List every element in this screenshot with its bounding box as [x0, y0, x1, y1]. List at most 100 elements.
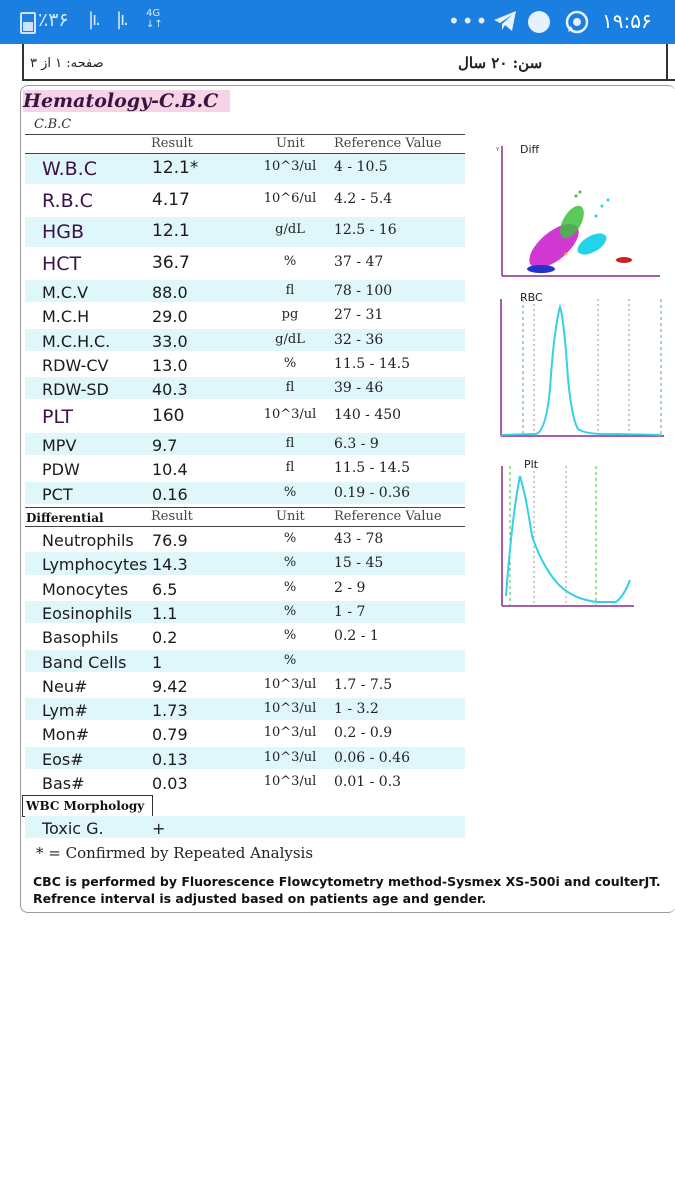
reference-range: 2 - 9	[334, 579, 366, 596]
test-name: PCT	[42, 484, 73, 504]
table-row: Lym# 1.73 10^3/ul 1 - 3.2	[25, 698, 465, 721]
svg-text:ᵧ: ᵧ	[496, 143, 500, 153]
test-result: 88.0	[152, 283, 188, 302]
column-header-unit: Unit	[276, 509, 305, 524]
reference-range: 1.7 - 7.5	[334, 676, 393, 693]
test-result: 14.3	[152, 555, 188, 575]
header-strip	[22, 44, 675, 81]
reference-range: 12.5 - 16	[334, 222, 397, 238]
table-row: HCT 36.7% 37 - 47	[25, 249, 465, 279]
report-subtitle: C.B.C	[34, 117, 72, 132]
plt-graph-label: Plt	[524, 458, 539, 471]
reference-range: 37 - 47	[334, 253, 384, 270]
test-name: W.B.C	[42, 158, 97, 180]
reference-range: 0.2 - 1	[334, 628, 379, 645]
signal-icon: |ı.	[88, 9, 101, 30]
test-unit: %	[283, 628, 297, 644]
table-row: M.C.H.C. 33.0 g/dL 32 - 36	[25, 328, 465, 351]
footnote: * = Confirmed by Repeated Analysis	[36, 844, 314, 862]
test-result: 0.03	[152, 774, 188, 793]
test-result: 6.5	[152, 579, 178, 599]
test-result: 9.42	[152, 676, 188, 696]
test-unit: %	[283, 253, 297, 269]
test-name: Eos#	[42, 749, 84, 769]
plt-histogram: Plt	[498, 456, 636, 612]
reference-range: 4 - 10.5	[334, 159, 388, 175]
reference-range: 32 - 36	[334, 331, 384, 348]
battery-icon	[20, 12, 36, 34]
test-result: 10.4	[152, 460, 188, 480]
test-name: Neutrophils	[42, 531, 134, 550]
test-unit: 10^3/ul	[263, 676, 317, 692]
test-unit: fl	[285, 436, 295, 451]
test-name: PLT	[42, 405, 74, 428]
test-result: 160	[152, 405, 185, 426]
page-number: صفحه: ۱ از ۳	[30, 56, 104, 71]
test-result: 12.1	[152, 221, 190, 241]
test-name: HGB	[42, 221, 85, 243]
more-notifications-icon: •••	[448, 9, 490, 33]
test-name: Monocytes	[42, 579, 129, 599]
test-result: 40.3	[152, 380, 188, 400]
test-unit: fl	[285, 460, 295, 476]
table-row: Eosinophils 1.1% 1 - 7	[25, 600, 465, 624]
differential-label: Differential	[26, 511, 104, 525]
table-row: Band Cells 1%	[25, 649, 465, 672]
test-unit: %	[283, 555, 297, 571]
test-unit: pg	[281, 307, 299, 323]
battery-percent: ٪۳۶	[38, 9, 69, 31]
reference-range: 6.3 - 9	[334, 436, 379, 452]
test-unit: %	[283, 603, 297, 619]
reference-range: 39 - 46	[334, 380, 384, 397]
reference-range: 11.5 - 14.5	[334, 460, 410, 477]
test-name: PDW	[42, 460, 80, 480]
table-row: PLT 160 10^3/ul 140 - 450	[25, 402, 465, 432]
reference-range: 78 - 100	[334, 283, 393, 299]
divider	[25, 526, 465, 527]
divider	[25, 134, 465, 135]
test-unit: 10^3/ul	[263, 725, 317, 741]
test-result: 12.1*	[152, 158, 199, 178]
reference-range: 140 - 450	[334, 406, 402, 423]
test-result: 13.0	[152, 355, 188, 375]
test-unit: %	[283, 484, 297, 500]
test-name: Toxic G.	[42, 819, 104, 838]
report-title: Hematology-C.B.C	[23, 90, 230, 112]
test-result: +	[152, 819, 166, 838]
test-unit: 10^3/ul	[263, 774, 317, 789]
reference-range: 11.5 - 14.5	[334, 355, 410, 372]
table-row: MPV 9.7 fl 6.3 - 9	[25, 433, 465, 456]
reference-range: 0.06 - 0.46	[334, 749, 410, 766]
chat-icon	[528, 11, 550, 33]
test-result: 0.2	[152, 628, 178, 648]
signal-icon: |ı.	[116, 9, 129, 30]
test-name: Lym#	[42, 701, 88, 721]
test-unit: fl	[285, 283, 295, 298]
test-unit: 10^3/ul	[263, 159, 317, 174]
divider	[25, 153, 465, 154]
table-row: M.C.H 29.0 pg 27 - 31	[25, 304, 465, 326]
test-result: 33.0	[152, 331, 188, 351]
test-unit: %	[283, 355, 297, 371]
test-unit: g/dL	[275, 331, 305, 347]
status-bar: ٪۳۶ |ı. |ı. 4G ↓↑ ••• ۱۹:۵۶	[0, 0, 675, 44]
test-result: 0.16	[152, 484, 188, 504]
test-result: 36.7	[152, 252, 190, 273]
table-row: Basophils 0.2% 0.2 - 1	[25, 625, 465, 647]
test-unit: %	[283, 531, 297, 546]
telegram-icon	[493, 10, 517, 36]
reference-range: 0.01 - 0.3	[334, 774, 402, 790]
test-unit: g/dL	[275, 222, 305, 237]
column-header-reference: Reference Value	[334, 136, 442, 151]
rbc-histogram: RBC	[496, 289, 666, 443]
test-result: 1.73	[152, 701, 188, 721]
test-name: Mon#	[42, 725, 90, 745]
test-name: RDW-CV	[42, 355, 109, 375]
divider	[666, 44, 668, 79]
test-result: 0.79	[152, 725, 188, 745]
method-note: CBC is performed by Fluorescence Flowcyt…	[33, 873, 673, 907]
reference-range: 15 - 45	[334, 555, 384, 572]
table-row: Toxic G. +	[25, 816, 465, 838]
divider	[25, 507, 465, 508]
table-row: Neutrophils 76.9% 43 - 78	[25, 528, 465, 550]
